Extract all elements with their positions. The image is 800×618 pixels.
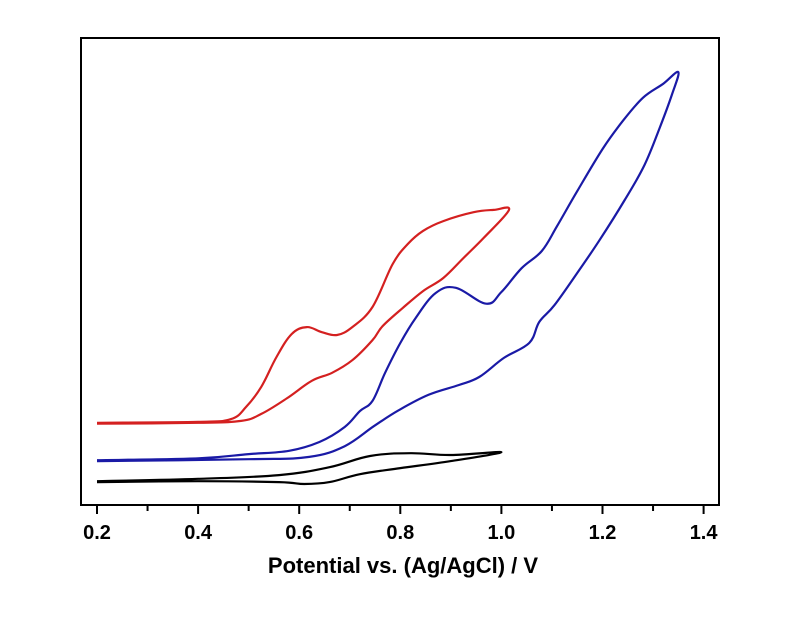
- x-tick-label: 0.4: [184, 522, 213, 544]
- series-line-black: [96, 450, 503, 486]
- x-tick-label: 1.4: [690, 522, 719, 544]
- series-line-blue: [96, 70, 680, 463]
- x-axis-ticks: [96, 505, 705, 514]
- x-axis-title: Potential vs. (Ag/AgCl) / V: [268, 553, 538, 578]
- x-tick-label: 0.2: [83, 522, 111, 544]
- x-tick-label: 0.6: [285, 522, 313, 544]
- x-axis-tick-labels: 0.2 0.4 0.6 0.8 1.0 1.2 1.4: [83, 522, 718, 544]
- x-tick-label: 1.0: [487, 522, 515, 544]
- plot-frame: [80, 37, 720, 506]
- series-layer: [96, 70, 680, 486]
- x-tick-label: 0.8: [386, 522, 414, 544]
- series-line-red: [96, 206, 511, 425]
- x-tick-label: 1.2: [589, 522, 617, 544]
